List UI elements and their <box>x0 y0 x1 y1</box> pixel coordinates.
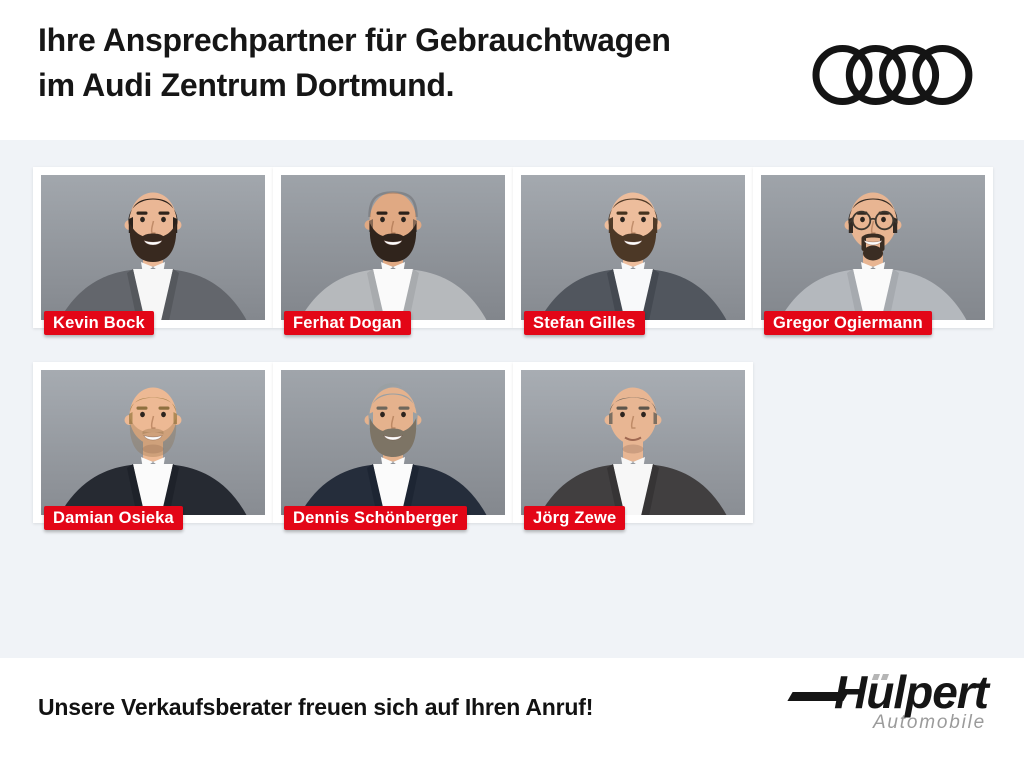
portrait-photo <box>281 370 505 515</box>
audi-rings-logo-icon <box>812 45 973 105</box>
name-badge: Dennis Schönberger <box>284 506 467 530</box>
umlaut-dots-icon <box>872 674 889 680</box>
name-badge: Jörg Zewe <box>524 506 626 530</box>
portrait-photo <box>761 175 985 320</box>
hulpert-logo-dash-icon <box>787 692 849 701</box>
team-member-card: Gregor Ogiermann <box>753 167 993 335</box>
umlaut-u: u <box>866 666 894 718</box>
team-member-card: Dennis Schönberger <box>273 362 513 530</box>
hulpert-brand-text: Hu lpert <box>833 666 989 718</box>
name-badge: Damian Osieka <box>44 506 183 530</box>
page-title: Ihre Ansprechpartner für Gebrauchtwagen … <box>38 18 671 108</box>
header: Ihre Ansprechpartner für Gebrauchtwagen … <box>0 0 1024 140</box>
portrait-illustration <box>761 175 985 320</box>
portrait-illustration <box>41 175 265 320</box>
name-badge: Ferhat Dogan <box>284 311 411 335</box>
team-member-card: Ferhat Dogan <box>273 167 513 335</box>
hulpert-logo: Hu lpert Automobile <box>787 666 989 734</box>
team-member-card: Jörg Zewe <box>513 362 753 530</box>
portrait-photo <box>281 175 505 320</box>
name-badge: Gregor Ogiermann <box>764 311 932 335</box>
title-line-2: im Audi Zentrum Dortmund. <box>38 67 455 103</box>
hulpert-brand-name: Hu lpert <box>787 666 989 718</box>
portrait-illustration <box>521 370 745 515</box>
footer: Unsere Verkaufsberater freuen sich auf I… <box>0 658 1024 768</box>
portrait-illustration <box>521 175 745 320</box>
portrait-photo <box>41 370 265 515</box>
portrait-illustration <box>281 370 505 515</box>
portrait-photo <box>521 370 745 515</box>
team-member-card: Stefan Gilles <box>513 167 753 335</box>
portrait-illustration <box>41 370 265 515</box>
name-badge: Stefan Gilles <box>524 311 645 335</box>
name-badge: Kevin Bock <box>44 311 154 335</box>
footer-message: Unsere Verkaufsberater freuen sich auf I… <box>38 694 594 720</box>
portrait-illustration <box>281 175 505 320</box>
team-member-card: Kevin Bock <box>33 167 273 335</box>
team-grid: Kevin Bock Ferhat Dogan Stefan Gilles Gr… <box>0 140 1024 658</box>
hulpert-brand-tagline: Automobile <box>872 712 986 733</box>
portrait-photo <box>41 175 265 320</box>
team-member-card: Damian Osieka <box>33 362 273 530</box>
title-line-1: Ihre Ansprechpartner für Gebrauchtwagen <box>38 22 671 58</box>
portrait-photo <box>521 175 745 320</box>
